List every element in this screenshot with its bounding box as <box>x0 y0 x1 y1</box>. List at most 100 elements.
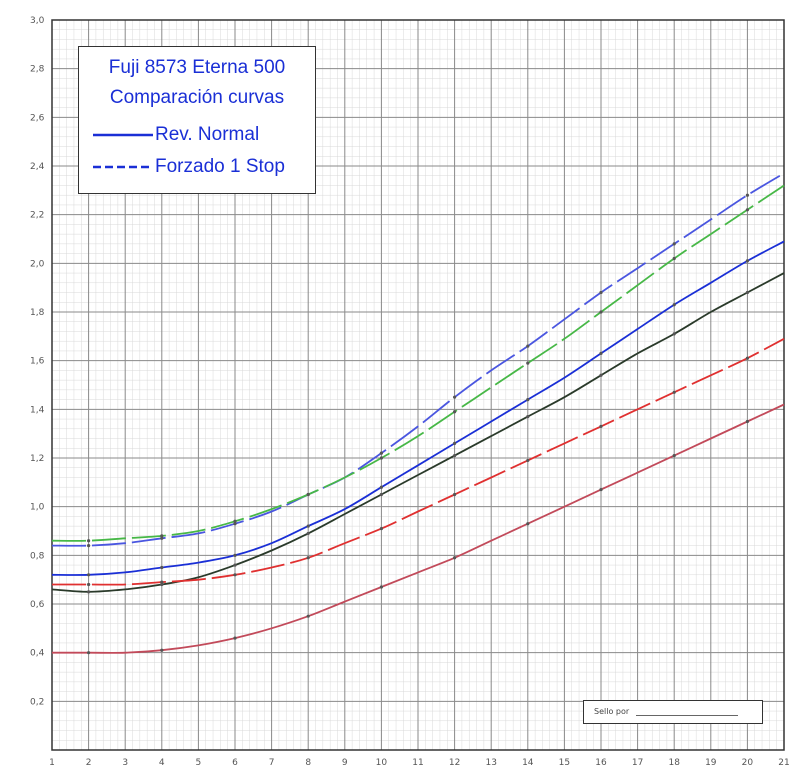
data-point <box>233 563 237 567</box>
data-point <box>672 453 676 458</box>
data-point <box>233 522 237 526</box>
data-point <box>379 526 383 531</box>
series-line-2 <box>51 240 785 576</box>
data-point <box>599 424 603 428</box>
data-point <box>453 556 457 560</box>
x-tick-label: 2 <box>86 758 92 768</box>
x-tick-label: 3 <box>122 758 128 768</box>
data-point <box>453 410 457 414</box>
data-point <box>599 290 603 295</box>
legend-solid-line-icon <box>93 133 153 137</box>
y-tick-label: 2,6 <box>30 113 45 123</box>
y-axis-ticks: 0,2 0,4 0,6 0,8 1,0 1,2 1,4 1,6 1,8 2,0 2,2 2,4 2,6 2… <box>30 16 45 707</box>
data-point <box>379 585 383 589</box>
data-point <box>526 522 530 526</box>
data-point <box>87 582 91 587</box>
y-tick-label: 1,0 <box>30 503 45 513</box>
x-tick-label: 17 <box>632 758 643 768</box>
data-point <box>453 453 457 458</box>
y-tick-label: 2,2 <box>30 211 44 221</box>
data-point <box>745 290 750 295</box>
data-point <box>306 556 310 560</box>
x-tick-label: 16 <box>595 758 607 768</box>
x-tick-label: 6 <box>232 758 238 768</box>
y-tick-label: 0,6 <box>30 600 45 610</box>
data-point <box>453 441 457 445</box>
legend-label-forced: Forzado 1 Stop <box>155 156 285 177</box>
data-point <box>599 351 603 355</box>
legend-label-normal: Rev. Normal <box>155 124 260 145</box>
series-layer <box>51 172 785 655</box>
x-tick-label: 5 <box>196 758 202 768</box>
y-tick-label: 2,4 <box>30 162 45 172</box>
data-point <box>160 648 164 652</box>
series-line-4 <box>51 338 785 586</box>
x-tick-label: 12 <box>449 758 460 768</box>
x-tick-label: 10 <box>376 758 388 768</box>
data-point <box>87 573 91 577</box>
series-line-3 <box>51 272 785 593</box>
series-line-1 <box>51 184 785 542</box>
data-point <box>379 456 383 460</box>
data-point <box>306 531 310 536</box>
y-tick-label: 1,2 <box>30 454 44 464</box>
y-tick-label: 0,4 <box>30 649 45 659</box>
data-point <box>599 488 603 492</box>
data-point <box>599 310 603 314</box>
data-point <box>672 303 676 307</box>
data-point <box>379 485 383 489</box>
y-tick-label: 1,8 <box>30 308 45 318</box>
x-tick-label: 4 <box>159 758 165 768</box>
data-point <box>379 451 383 455</box>
data-point <box>233 553 237 557</box>
data-point <box>672 332 676 336</box>
legend-entry-forced: Forzado 1 Stop <box>93 155 285 179</box>
note-box: Sello por <box>583 700 763 724</box>
x-tick-label: 13 <box>485 758 496 768</box>
data-point <box>160 534 164 538</box>
x-tick-label: 9 <box>342 758 348 768</box>
data-point <box>526 398 530 402</box>
data-point <box>745 419 750 424</box>
data-point <box>453 492 457 497</box>
legend-title-line1: Fuji 8573 Eterna 500 <box>108 57 286 78</box>
data-point <box>306 614 310 618</box>
data-point <box>745 193 750 197</box>
data-point <box>672 256 676 261</box>
data-point <box>526 458 530 463</box>
data-point <box>306 492 310 497</box>
data-point <box>233 636 237 640</box>
data-point <box>526 415 530 419</box>
x-tick-label: 21 <box>778 758 789 768</box>
x-tick-label: 8 <box>305 758 311 768</box>
data-point <box>379 492 383 497</box>
x-tick-label: 7 <box>269 758 275 768</box>
x-tick-label: 18 <box>668 758 680 768</box>
x-tick-label: 20 <box>742 758 754 768</box>
data-point <box>160 582 164 587</box>
note-box-label: Sello por <box>594 707 630 716</box>
data-point <box>745 356 750 360</box>
data-point <box>599 373 603 377</box>
data-point <box>233 519 237 523</box>
data-point <box>160 565 164 570</box>
legend-dashed-line-icon <box>93 165 153 169</box>
y-tick-label: 2,0 <box>30 259 45 269</box>
y-tick-label: 0,8 <box>30 551 45 561</box>
x-tick-label: 1 <box>49 758 55 768</box>
data-point <box>526 344 530 348</box>
data-point <box>87 539 91 543</box>
series-line-0 <box>51 172 785 547</box>
x-tick-label: 14 <box>522 758 534 768</box>
y-tick-label: 2,8 <box>30 65 45 75</box>
y-tick-label: 1,4 <box>30 405 45 415</box>
y-tick-label: 0,2 <box>30 697 44 707</box>
legend: Fuji 8573 Eterna 500 Comparación curvas … <box>78 46 316 194</box>
data-point <box>453 395 457 399</box>
legend-title-line2: Comparación curvas <box>109 87 285 108</box>
data-point <box>526 361 530 365</box>
data-point <box>672 242 676 246</box>
x-tick-label: 11 <box>412 758 423 768</box>
data-point <box>672 390 676 394</box>
